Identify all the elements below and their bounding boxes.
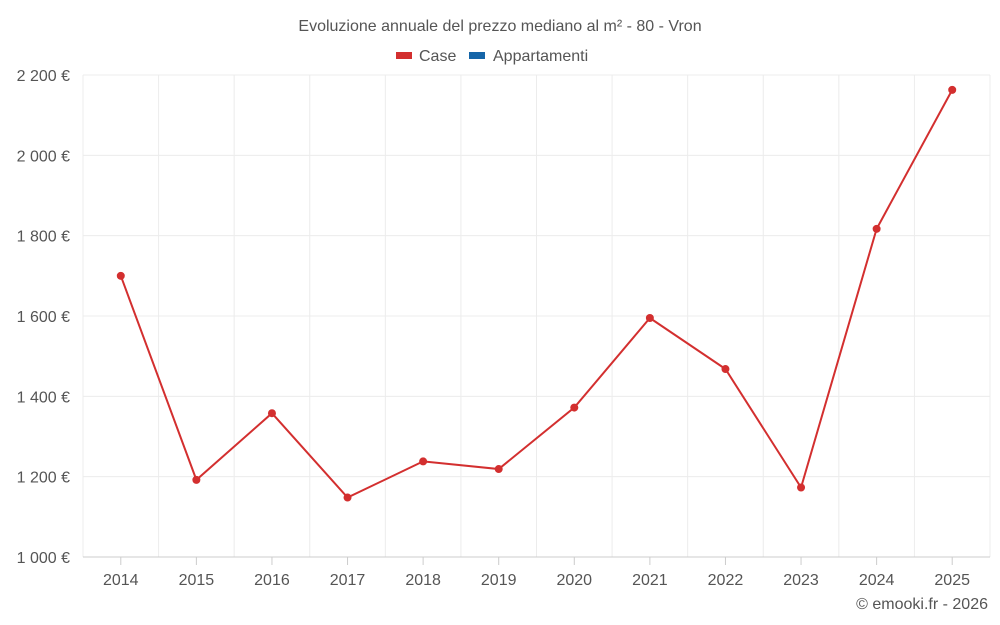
y-tick-label: 1 200 € <box>17 470 70 487</box>
data-point-case[interactable] <box>948 85 957 94</box>
chart-title: Evoluzione annuale del prezzo mediano al… <box>298 18 701 35</box>
y-tick-label: 1 000 € <box>17 550 70 567</box>
data-point-case[interactable] <box>797 483 806 492</box>
y-tick-label: 1 600 € <box>17 309 70 326</box>
credit-text: © emooki.fr - 2026 <box>856 596 988 613</box>
data-point-case[interactable] <box>721 365 730 374</box>
x-tick-label: 2019 <box>481 572 517 589</box>
x-tick-label: 2021 <box>632 572 668 589</box>
legend-label-case: Case <box>419 48 456 65</box>
data-point-case[interactable] <box>343 493 352 502</box>
y-axis-ticks: 1 000 € 1 200 € 1 400 € 1 600 € 1 800 € 2 000… <box>17 68 70 567</box>
data-point-case[interactable] <box>116 271 125 280</box>
data-point-case[interactable] <box>419 457 428 466</box>
data-point-case[interactable] <box>570 403 579 412</box>
legend-label-appartamenti: Appartamenti <box>493 48 588 65</box>
data-point-case[interactable] <box>494 465 503 474</box>
x-tick-label: 2018 <box>405 572 441 589</box>
y-tick-label: 2 000 € <box>17 148 70 165</box>
series-line-case <box>119 89 954 499</box>
grid <box>82 74 991 557</box>
data-point-case[interactable] <box>192 475 201 484</box>
legend-item-case[interactable]: Case <box>396 48 456 65</box>
x-tick-label: 2015 <box>179 572 215 589</box>
x-tick-label: 2024 <box>859 572 895 589</box>
x-axis-ticks: 2014 2015 2016 2017 2018 2019 2020 2021 2022 2023… <box>103 557 970 589</box>
x-tick-label: 2025 <box>934 572 970 589</box>
x-tick-label: 2014 <box>103 572 139 589</box>
y-tick-label: 1 800 € <box>17 229 70 246</box>
x-tick-label: 2022 <box>708 572 744 589</box>
x-tick-label: 2023 <box>783 572 819 589</box>
legend[interactable]: Case Appartamenti <box>396 48 588 65</box>
x-tick-label: 2017 <box>330 572 366 589</box>
legend-item-appartamenti[interactable]: Appartamenti <box>469 48 588 65</box>
x-tick-label: 2016 <box>254 572 290 589</box>
series-case <box>116 85 957 502</box>
legend-swatch-appartamenti <box>469 52 485 59</box>
data-point-case[interactable] <box>645 314 654 323</box>
y-tick-label: 2 200 € <box>17 68 70 85</box>
x-tick-label: 2020 <box>556 572 592 589</box>
data-point-case[interactable] <box>872 224 881 233</box>
data-point-case[interactable] <box>267 409 276 418</box>
y-tick-label: 1 400 € <box>17 389 70 406</box>
legend-swatch-case <box>396 52 412 59</box>
